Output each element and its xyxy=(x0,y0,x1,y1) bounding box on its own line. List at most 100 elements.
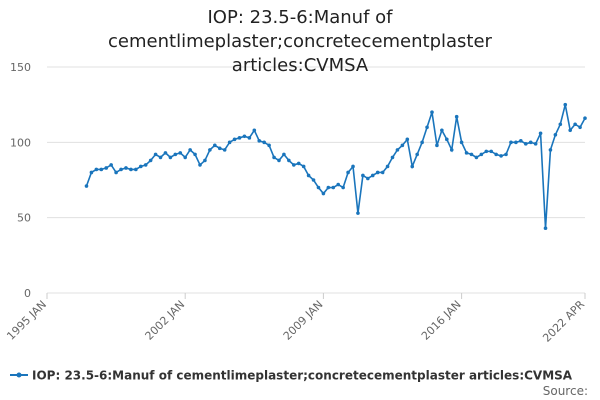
point xyxy=(232,137,237,142)
point xyxy=(435,143,439,148)
point xyxy=(237,136,242,140)
chart-title: IOP: 23.5-6:Manuf of cementlimeplaster;c… xyxy=(108,7,492,76)
point xyxy=(420,140,424,145)
point xyxy=(153,152,158,157)
point xyxy=(282,152,286,157)
point xyxy=(499,154,503,158)
x-tick-label: 2016 JAN xyxy=(419,298,464,343)
point xyxy=(346,170,350,175)
point xyxy=(326,185,331,190)
point xyxy=(573,122,577,127)
point xyxy=(193,152,197,157)
point xyxy=(188,148,192,152)
series-line xyxy=(85,104,586,229)
point xyxy=(538,131,543,136)
point xyxy=(109,163,113,167)
point xyxy=(341,185,345,190)
point xyxy=(119,167,123,172)
point xyxy=(203,158,207,163)
point xyxy=(366,176,370,181)
point xyxy=(336,182,341,187)
point xyxy=(257,139,262,143)
point xyxy=(134,167,138,172)
point xyxy=(558,122,563,127)
point xyxy=(514,140,518,145)
point xyxy=(578,125,582,130)
legend-label: IOP: 23.5-6:Manuf of cementlimeplaster;c… xyxy=(32,369,573,383)
point xyxy=(469,152,474,157)
point xyxy=(489,149,494,154)
point xyxy=(277,158,281,163)
legend-marker xyxy=(16,372,22,378)
point xyxy=(370,173,375,178)
point xyxy=(430,110,434,114)
point xyxy=(291,163,296,167)
source-label: Source: xyxy=(543,384,588,398)
point xyxy=(400,143,405,148)
point xyxy=(543,226,548,231)
point xyxy=(385,164,390,169)
x-tick-label: 2002 JAN xyxy=(143,298,188,343)
point xyxy=(415,152,419,157)
point xyxy=(272,155,276,160)
point xyxy=(173,152,178,157)
point xyxy=(306,173,311,178)
point xyxy=(474,155,479,160)
point xyxy=(198,163,202,167)
point xyxy=(454,114,459,119)
point xyxy=(213,143,217,148)
point xyxy=(464,151,469,155)
point xyxy=(356,211,360,215)
point xyxy=(410,164,415,169)
point xyxy=(242,134,247,139)
point xyxy=(316,185,321,190)
point xyxy=(321,191,326,196)
point xyxy=(449,148,454,152)
point xyxy=(138,164,143,169)
point xyxy=(163,151,168,155)
point xyxy=(267,143,271,148)
point xyxy=(296,161,301,166)
x-tick-label: 2022 APR xyxy=(540,298,587,345)
point xyxy=(168,155,173,160)
point xyxy=(548,148,553,152)
y-tick-label: 150 xyxy=(10,61,31,74)
point xyxy=(583,116,587,121)
point xyxy=(390,155,395,160)
point xyxy=(479,152,484,157)
point xyxy=(351,164,355,169)
point xyxy=(114,170,118,175)
point xyxy=(124,166,128,170)
point xyxy=(217,146,222,151)
point xyxy=(262,140,266,145)
point xyxy=(252,128,257,133)
point xyxy=(158,155,163,160)
point xyxy=(568,128,572,133)
point xyxy=(143,163,148,167)
point xyxy=(178,151,183,155)
point xyxy=(405,137,410,142)
point xyxy=(553,133,558,137)
point xyxy=(222,148,227,152)
point xyxy=(148,158,153,163)
y-tick-label: 0 xyxy=(24,287,31,300)
point xyxy=(563,102,568,107)
y-tick-label: 50 xyxy=(17,212,31,225)
point xyxy=(331,185,336,190)
point xyxy=(523,142,528,146)
x-tick-label: 1995 JAN xyxy=(4,298,49,343)
point xyxy=(509,140,513,145)
point xyxy=(301,164,306,169)
point xyxy=(425,125,429,130)
point xyxy=(484,149,489,154)
point xyxy=(519,139,523,143)
y-tick-label: 100 xyxy=(10,136,31,149)
point xyxy=(99,167,104,172)
point xyxy=(287,158,291,163)
point xyxy=(247,136,252,140)
point xyxy=(183,155,188,160)
point xyxy=(208,148,212,152)
point xyxy=(89,170,94,175)
